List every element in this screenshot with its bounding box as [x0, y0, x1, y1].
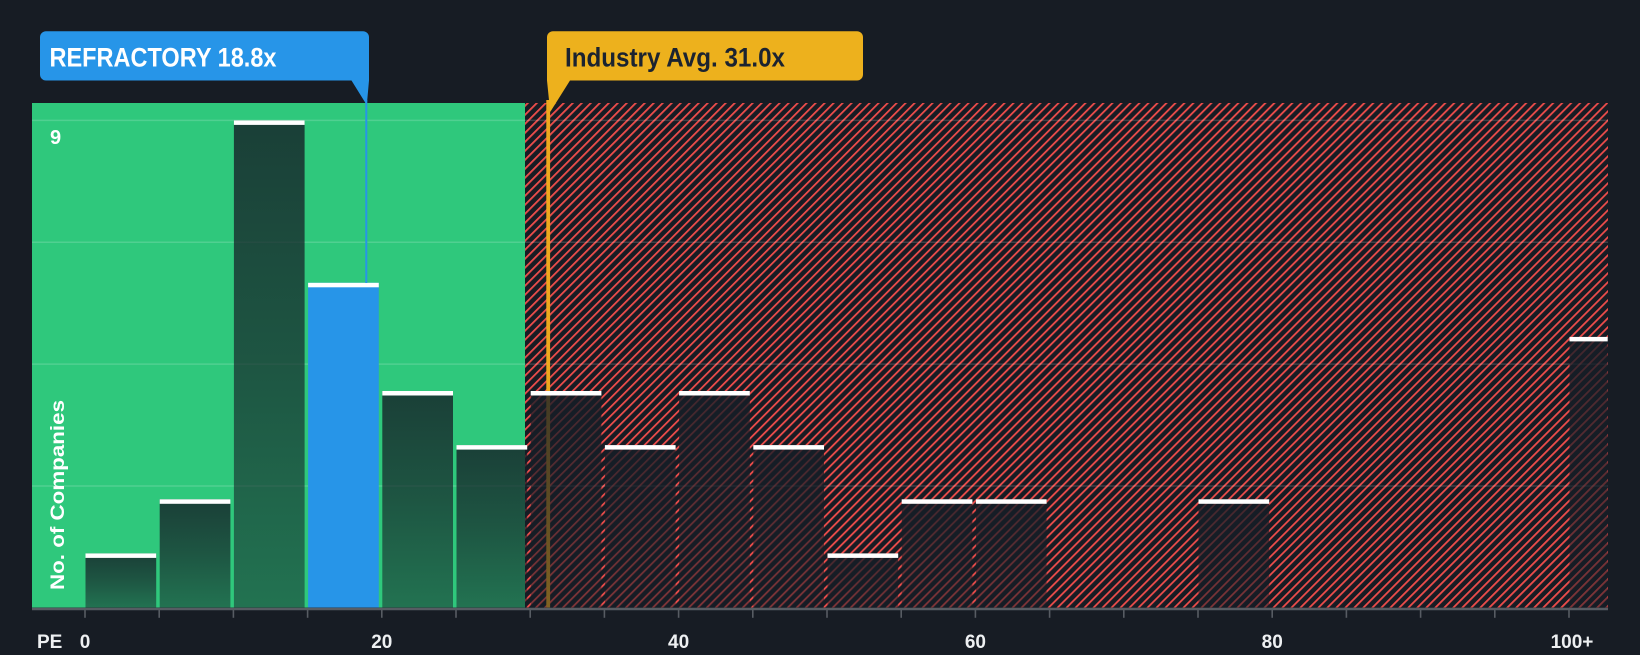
svg-text:100+: 100+ [1551, 632, 1594, 650]
svg-text:0: 0 [80, 632, 91, 650]
svg-text:9: 9 [50, 127, 61, 149]
svg-text:REFRACTORY 18.8x: REFRACTORY 18.8x [50, 43, 277, 73]
svg-text:20: 20 [371, 632, 392, 650]
svg-text:Industry Avg. 31.0x: Industry Avg. 31.0x [565, 43, 785, 73]
svg-text:60: 60 [965, 632, 986, 650]
svg-text:PE: PE [37, 632, 62, 650]
svg-text:No. of Companies: No. of Companies [47, 400, 69, 590]
svg-text:40: 40 [668, 632, 689, 650]
svg-text:80: 80 [1262, 632, 1283, 650]
